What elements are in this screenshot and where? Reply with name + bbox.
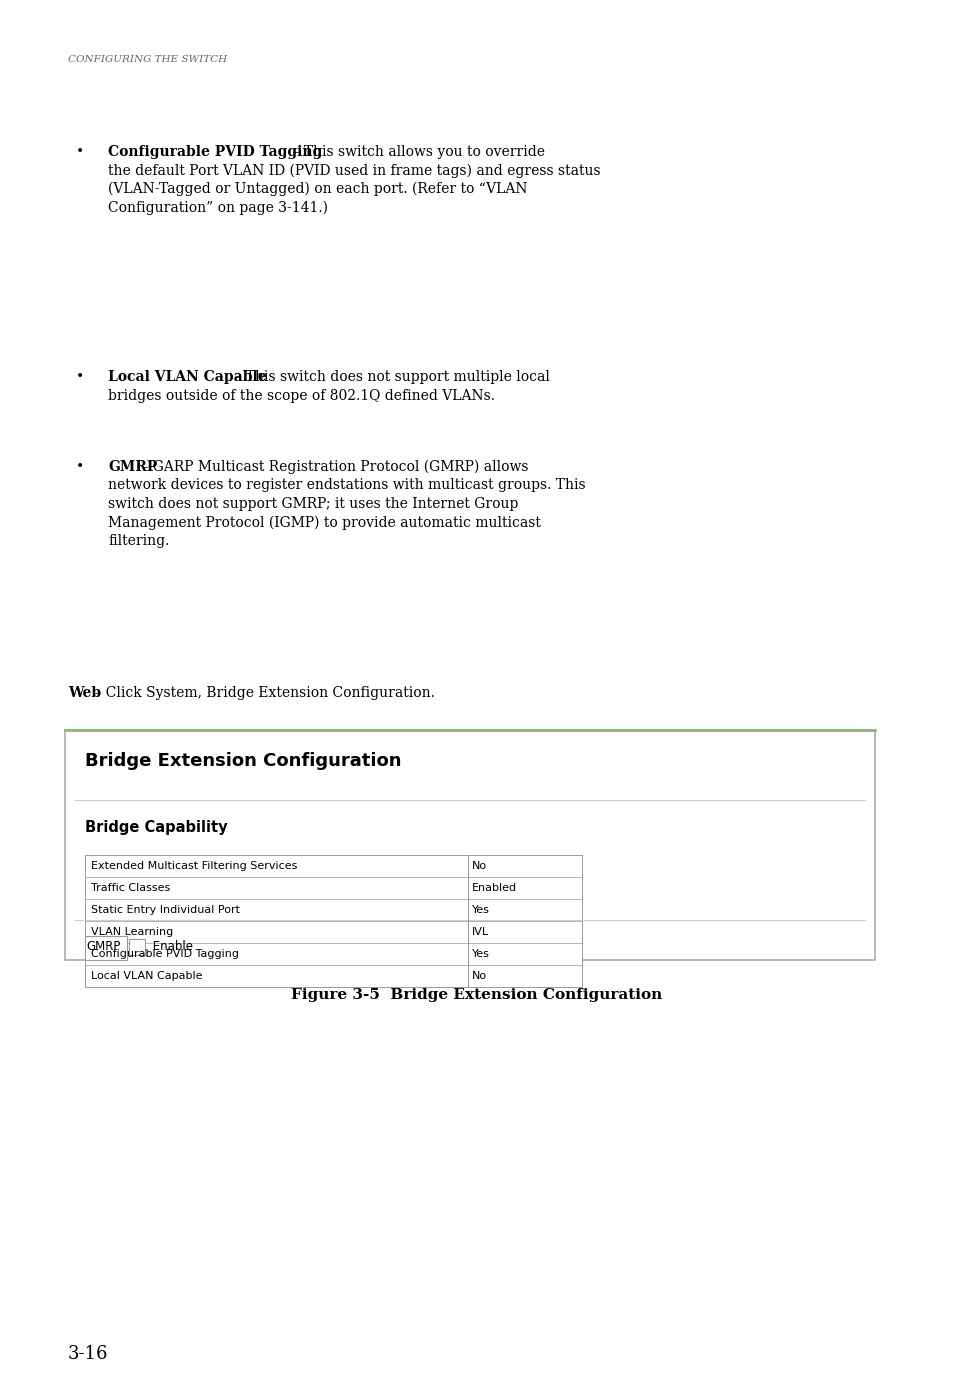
Text: Bridge Extension Configuration: Bridge Extension Configuration [85, 752, 401, 770]
Text: VLAN Learning: VLAN Learning [91, 927, 173, 937]
Text: bridges outside of the scope of 802.1Q defined VLANs.: bridges outside of the scope of 802.1Q d… [108, 389, 495, 403]
Text: (VLAN-Tagged or Untagged) on each port. (Refer to “VLAN: (VLAN-Tagged or Untagged) on each port. … [108, 182, 527, 196]
Text: – Click System, Bridge Extension Configuration.: – Click System, Bridge Extension Configu… [90, 686, 434, 700]
Text: network devices to register endstations with multicast groups. This: network devices to register endstations … [108, 479, 585, 493]
Text: Configurable PVID Tagging: Configurable PVID Tagging [108, 144, 322, 160]
Text: Figure 3-5  Bridge Extension Configuration: Figure 3-5 Bridge Extension Configuratio… [291, 988, 662, 1002]
Text: – This switch allows you to override: – This switch allows you to override [288, 144, 544, 160]
Text: – This switch does not support multiple local: – This switch does not support multiple … [231, 371, 550, 384]
Text: •: • [76, 144, 84, 160]
Text: Local VLAN Capable: Local VLAN Capable [91, 972, 202, 981]
Text: Web: Web [68, 686, 101, 700]
Text: GMRP: GMRP [108, 459, 157, 473]
Bar [85, 936, 127, 960]
Text: •: • [76, 371, 84, 384]
Text: No: No [472, 972, 487, 981]
Text: Bridge Capability: Bridge Capability [85, 820, 228, 836]
Text: filtering.: filtering. [108, 534, 170, 548]
Text: Configurable PVID Tagging: Configurable PVID Tagging [91, 949, 239, 959]
Text: Configuration” on page 3-141.): Configuration” on page 3-141.) [108, 200, 328, 215]
Bar [85, 855, 581, 987]
Text: CONFIGURING THE SWITCH: CONFIGURING THE SWITCH [68, 56, 227, 64]
Text: Traffic Classes: Traffic Classes [91, 883, 170, 892]
Text: Management Protocol (IGMP) to provide automatic multicast: Management Protocol (IGMP) to provide au… [108, 515, 540, 530]
Text: switch does not support GMRP; it uses the Internet Group: switch does not support GMRP; it uses th… [108, 497, 517, 511]
Text: Local VLAN Capable: Local VLAN Capable [108, 371, 266, 384]
Text: Static Entry Individual Port: Static Entry Individual Port [91, 905, 240, 915]
Text: Enable: Enable [149, 941, 193, 954]
Text: Enabled: Enabled [472, 883, 517, 892]
Text: Yes: Yes [472, 949, 489, 959]
Text: •: • [76, 459, 84, 473]
Text: IVL: IVL [472, 927, 489, 937]
Bar [65, 730, 874, 960]
Text: the default Port VLAN ID (PVID used in frame tags) and egress status: the default Port VLAN ID (PVID used in f… [108, 164, 600, 178]
Text: – GARP Multicast Registration Protocol (GMRP) allows: – GARP Multicast Registration Protocol (… [136, 459, 528, 475]
Text: No: No [472, 861, 487, 872]
Text: Yes: Yes [472, 905, 489, 915]
Text: 3-16: 3-16 [68, 1345, 109, 1363]
Bar [129, 940, 145, 955]
Text: GMRP: GMRP [86, 941, 120, 954]
Text: Extended Multicast Filtering Services: Extended Multicast Filtering Services [91, 861, 297, 872]
